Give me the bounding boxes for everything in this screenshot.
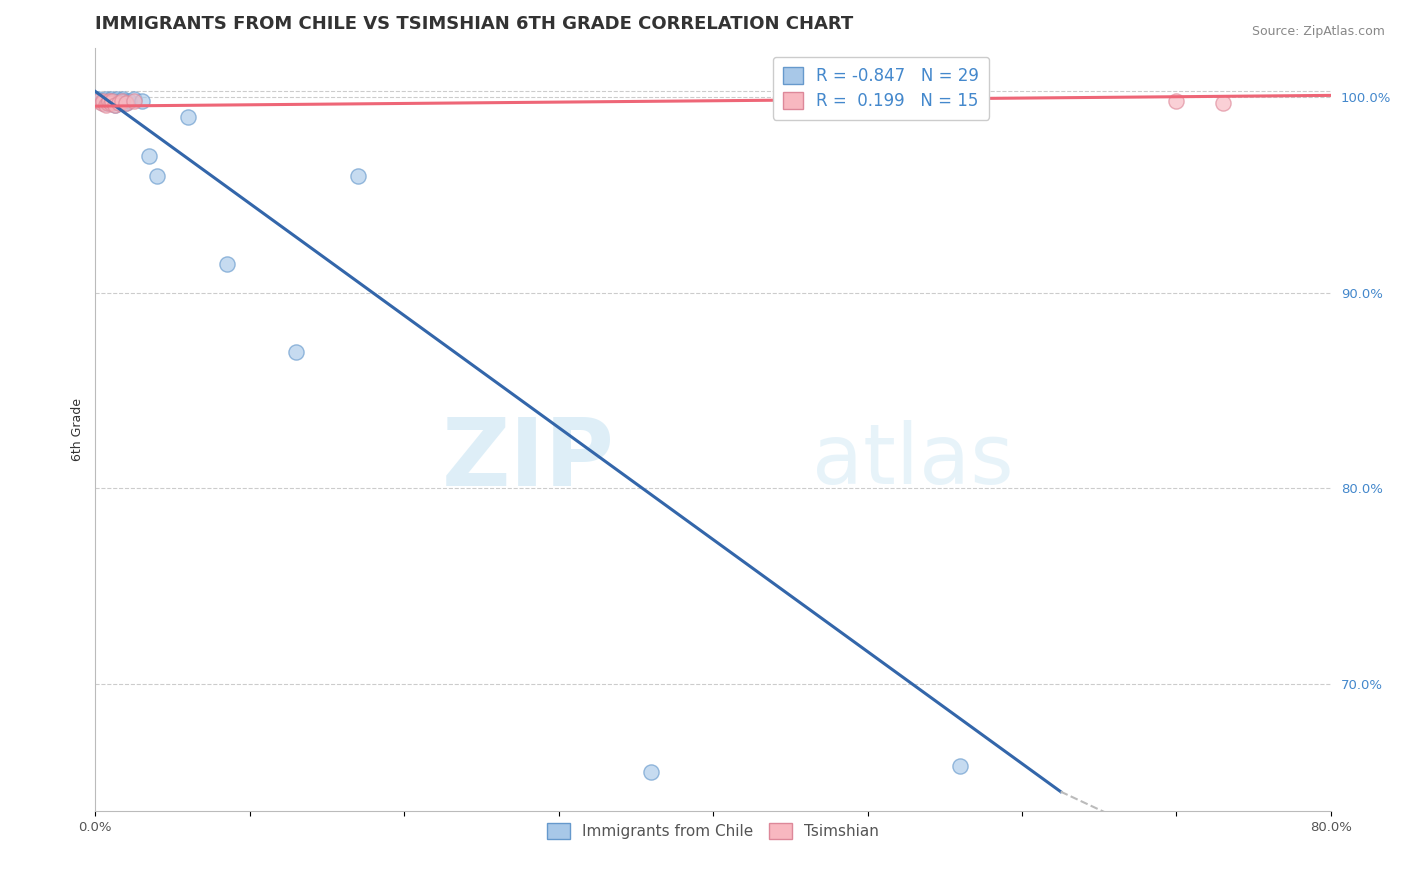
Point: [100, 92, 122, 106]
Point: [1166, 95, 1188, 109]
Point: [285, 344, 308, 359]
Point: [90, 95, 112, 109]
Point: [87, 92, 110, 106]
Point: [107, 96, 129, 111]
Point: [107, 95, 129, 109]
Text: ZIP: ZIP: [441, 414, 614, 507]
Point: [98, 95, 121, 109]
Point: [98, 95, 121, 109]
Text: Source: ZipAtlas.com: Source: ZipAtlas.com: [1251, 25, 1385, 38]
Y-axis label: 6th Grade: 6th Grade: [72, 399, 84, 461]
Legend: Immigrants from Chile, Tsimshian: Immigrants from Chile, Tsimshian: [541, 817, 886, 846]
Point: [108, 96, 131, 111]
Point: [96, 92, 118, 106]
Point: [146, 169, 169, 183]
Text: IMMIGRANTS FROM CHILE VS TSIMSHIAN 6TH GRADE CORRELATION CHART: IMMIGRANTS FROM CHILE VS TSIMSHIAN 6TH G…: [96, 15, 853, 33]
Point: [104, 98, 127, 112]
Point: [215, 256, 238, 270]
Point: [131, 95, 153, 109]
Point: [103, 95, 125, 109]
Point: [104, 98, 127, 112]
Point: [110, 95, 132, 109]
Point: [138, 149, 160, 163]
Point: [101, 95, 124, 109]
Point: [101, 96, 124, 111]
Point: [347, 169, 370, 183]
Point: [112, 92, 135, 106]
Point: [122, 92, 145, 106]
Point: [949, 759, 972, 773]
Point: [115, 96, 138, 111]
Point: [90, 96, 112, 111]
Point: [91, 95, 114, 109]
Point: [115, 96, 138, 111]
Text: atlas: atlas: [813, 420, 1014, 500]
Point: [122, 95, 145, 109]
Point: [640, 765, 662, 780]
Point: [114, 95, 136, 109]
Point: [177, 110, 200, 124]
Point: [100, 96, 122, 111]
Point: [96, 98, 118, 112]
Point: [97, 96, 120, 111]
Point: [87, 95, 110, 109]
Point: [110, 95, 132, 109]
Point: [1212, 96, 1234, 111]
Point: [91, 96, 114, 111]
Point: [118, 95, 141, 109]
Point: [93, 95, 115, 109]
Point: [105, 92, 128, 106]
Point: [97, 96, 120, 111]
